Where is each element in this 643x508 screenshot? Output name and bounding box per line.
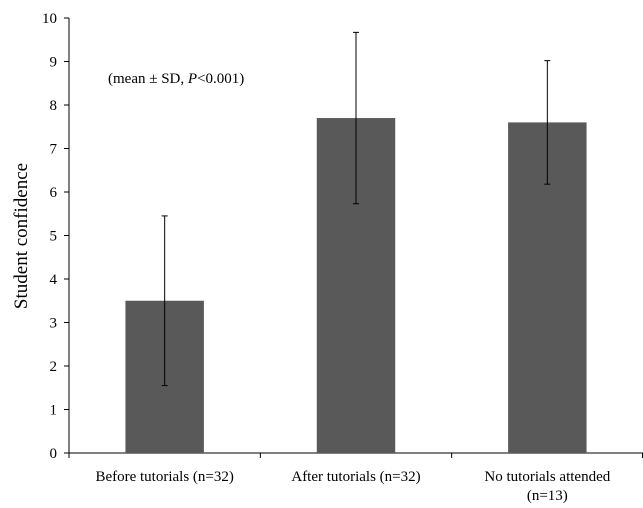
annotation-p: P xyxy=(187,71,197,87)
x-axis xyxy=(68,452,643,458)
x-category-label: Before tutorials (n=32) xyxy=(95,469,233,485)
x-category-label: No tutorials attended (n=13) xyxy=(484,469,610,504)
annotation-prefix: (mean ± SD, xyxy=(108,71,188,87)
annotation-suffix: <0.001) xyxy=(197,71,244,87)
y-tick-label: 6 xyxy=(50,185,58,201)
y-tick-label: 4 xyxy=(50,272,58,288)
y-axis-label: Student confidence xyxy=(11,163,32,309)
category-labels: Before tutorials (n=32) After tutorials (… xyxy=(95,469,610,504)
y-tick-label: 9 xyxy=(50,55,58,71)
y-tick-label: 7 xyxy=(50,142,58,158)
y-tick-label: 5 xyxy=(50,229,58,245)
y-tick-label: 3 xyxy=(50,316,58,332)
y-tick-label: 10 xyxy=(42,11,57,27)
error-bars xyxy=(161,31,551,387)
x-category-label-line: Before tutorials (n=32) xyxy=(95,469,233,485)
y-tick-label: 0 xyxy=(50,446,58,462)
x-category-label-line: After tutorials (n=32) xyxy=(291,469,420,485)
y-tick-label: 8 xyxy=(50,98,58,114)
x-category-label: After tutorials (n=32) xyxy=(291,469,420,485)
y-axis: 0 1 2 3 4 5 6 7 8 9 10 xyxy=(42,11,70,462)
x-category-label-line: (n=13) xyxy=(527,488,568,504)
y-tick-label: 1 xyxy=(50,403,58,419)
y-tick-label: 2 xyxy=(50,359,58,375)
x-category-label-line: No tutorials attended xyxy=(484,469,610,485)
annotation: (mean ± SD, P<0.001) xyxy=(108,71,244,87)
